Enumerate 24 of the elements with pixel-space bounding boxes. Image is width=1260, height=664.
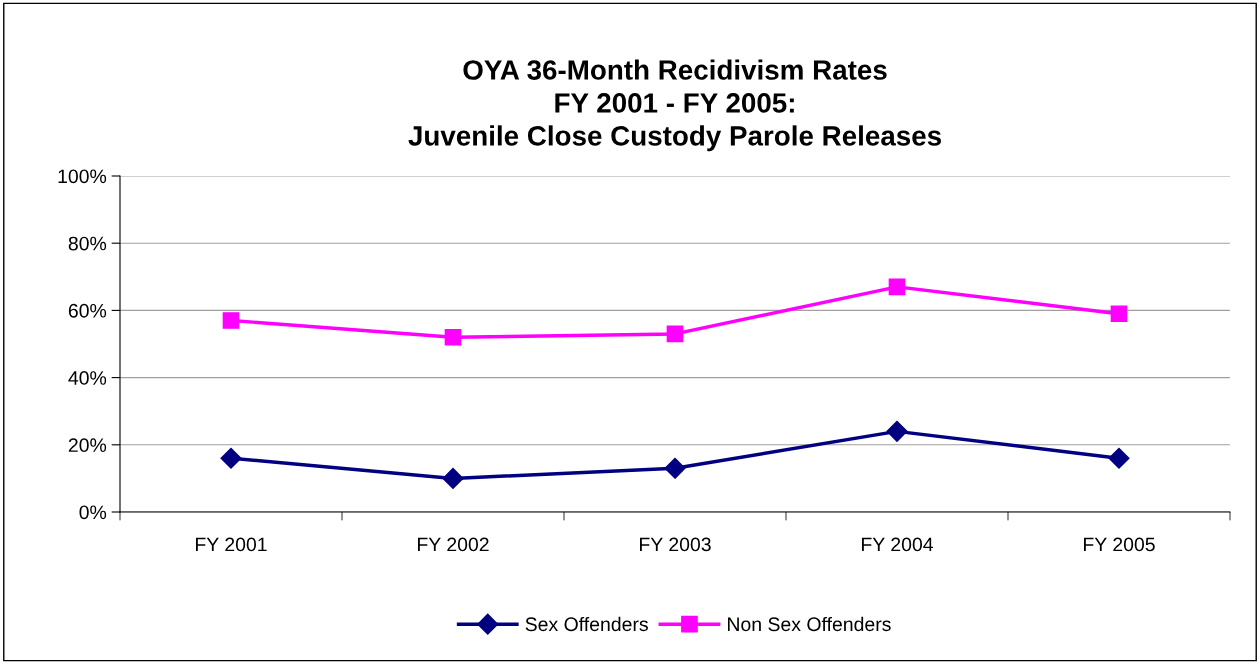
point (886, 420, 908, 442)
y-tick-label: 80% (68, 236, 107, 251)
point (1110, 305, 1128, 323)
point (664, 457, 686, 479)
x-tick-label: FY 2002 (418, 537, 489, 552)
point (666, 325, 684, 343)
point (222, 312, 240, 329)
x-tick-label: FY 2005 (1084, 537, 1155, 552)
x-tick-label: FY 2001 (196, 537, 267, 552)
y-tick-label: 60% (68, 303, 107, 318)
legend-label: Non Sex Offenders (728, 616, 891, 632)
y-tick-label: 40% (68, 371, 107, 385)
legend-label: Sex Offenders (525, 616, 648, 632)
point (1108, 447, 1130, 469)
y-tick-label: 100% (58, 169, 107, 184)
chart-title: OYA 36-Month Recidivism Rates FY 2001 - FY 2005: Juvenile Close Custody Parole Releases (408, 59, 941, 152)
x-tick-label: FY 2004 (862, 537, 934, 552)
y-tick-label: 20% (68, 438, 107, 453)
point (220, 447, 242, 469)
point (444, 328, 462, 346)
point (442, 467, 464, 489)
x-tick-label: FY 2003 (640, 537, 711, 552)
y-tick-label: 0% (79, 505, 107, 520)
point (888, 278, 906, 296)
